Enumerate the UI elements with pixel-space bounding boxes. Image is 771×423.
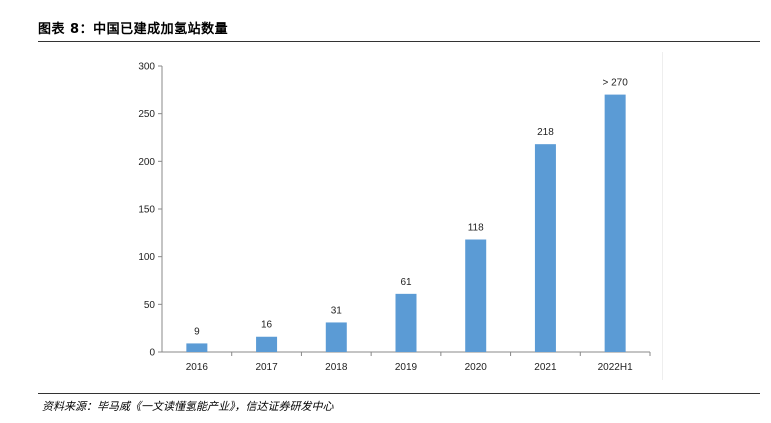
data-label-2020: 118 <box>468 223 484 234</box>
x-tick-label-2022H1: 2022H1 <box>598 362 633 373</box>
data-label-2019: 61 <box>400 277 412 288</box>
x-tick-label-2019: 2019 <box>395 362 418 373</box>
y-tick-label: 200 <box>138 157 155 168</box>
x-tick-label-2016: 2016 <box>186 362 209 373</box>
y-tick-label: 250 <box>138 109 155 120</box>
data-label-2018: 31 <box>331 305 343 316</box>
y-tick-label: 0 <box>149 348 155 359</box>
data-label-2021: 218 <box>537 127 554 138</box>
bar-2020 <box>465 239 487 352</box>
bar-chart: 0 50 100 150 200 250 300 9 2016 16 2017 31 2018 61 201… <box>138 62 651 373</box>
y-tick-label: 100 <box>138 252 155 263</box>
data-label-2022H1: > 270 <box>602 78 628 89</box>
chart-area <box>120 52 663 380</box>
x-tick-label-2017: 2017 <box>255 362 278 373</box>
y-tick-label: 50 <box>144 300 156 311</box>
x-tick-label-2021: 2021 <box>534 362 557 373</box>
data-label-2017: 16 <box>261 320 273 331</box>
data-label-2016: 9 <box>194 326 200 337</box>
figure-title: 图表 8：中国已建成加氢站数量 <box>38 22 229 37</box>
y-tick-label: 150 <box>138 205 155 216</box>
bottom-rule <box>38 393 760 394</box>
x-tick-label-2018: 2018 <box>325 362 348 373</box>
x-tick-label-2020: 2020 <box>465 362 488 373</box>
bar-2021 <box>534 144 556 352</box>
bar-2018 <box>325 322 347 352</box>
bar-2017 <box>256 336 278 352</box>
bar-2016 <box>186 343 208 352</box>
top-rule <box>38 41 760 42</box>
bar-2022H1 <box>604 94 626 352</box>
source-note: 资料来源：毕马威《一文读懂氢能产业》，信达证券研发中心 <box>42 400 334 413</box>
bar-2019 <box>395 293 417 352</box>
y-tick-label: 300 <box>138 62 155 73</box>
